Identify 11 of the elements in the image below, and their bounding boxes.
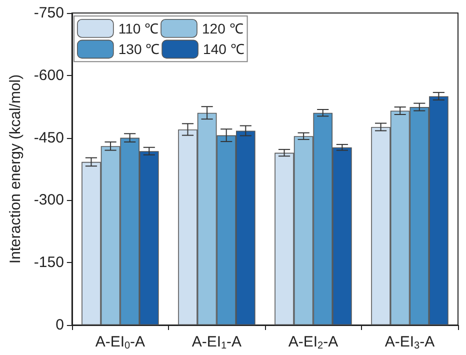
y-axis-title: Interaction energy (kcal/mol) — [7, 74, 24, 264]
y-tick-label: -150 — [34, 254, 64, 272]
legend-label: 110 ℃ — [118, 20, 159, 36]
y-tick-label: -750 — [34, 4, 64, 22]
y-tick-label: 0 — [56, 316, 64, 334]
legend-label: 130 ℃ — [118, 41, 160, 58]
y-tick-label: -450 — [34, 129, 64, 146]
legend-label: 120 ℃ — [202, 20, 244, 36]
legend-label: 140 ℃ — [203, 41, 244, 58]
y-tick-label: -300 — [34, 192, 64, 209]
y-tick-label: -600 — [34, 66, 64, 84]
